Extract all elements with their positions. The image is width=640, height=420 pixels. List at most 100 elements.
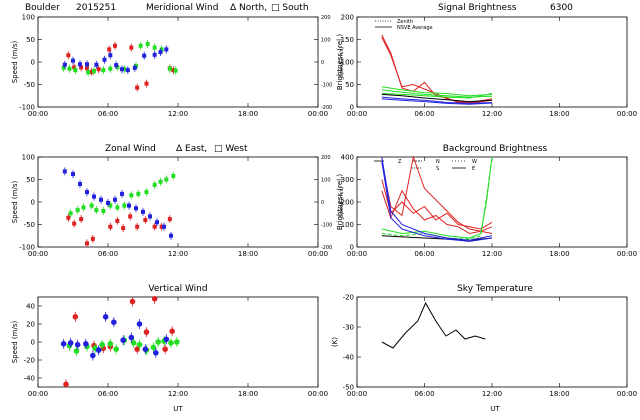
legend: Z N S W E: [374, 159, 477, 172]
data-point: [152, 224, 157, 229]
title-name: Signal Brightness: [438, 3, 517, 13]
data-point: [108, 53, 113, 58]
data-point: [115, 205, 120, 210]
data-point: [134, 206, 138, 211]
data-point: [159, 47, 164, 52]
data-point: [130, 340, 137, 346]
data-point: [167, 66, 172, 71]
title-station: Boulder: [25, 3, 60, 13]
data-point: [61, 65, 66, 70]
data-point: [120, 191, 124, 196]
data-point: [128, 334, 135, 341]
y-tick-label: -40: [24, 375, 35, 383]
x-tick-label: 12:00: [482, 250, 502, 258]
x-tick-label: 00:00: [308, 250, 328, 258]
data-point: [113, 197, 117, 202]
y-tick-label: 50: [26, 176, 35, 184]
x-tick-label: 06:00: [414, 250, 434, 258]
y-tick-label: -20: [343, 294, 354, 302]
data-point: [67, 340, 74, 346]
data-point: [107, 341, 114, 347]
data-point: [73, 68, 78, 73]
data-point: [129, 45, 134, 50]
y-tick-label: 200: [341, 199, 354, 207]
data-point: [145, 42, 150, 46]
data-point: [128, 214, 133, 219]
y2-tick-label: -100: [321, 83, 332, 89]
x-tick-label: 18:00: [238, 390, 258, 398]
legend-label-e: E: [472, 166, 475, 172]
series-line: [381, 93, 493, 99]
data-point: [92, 194, 96, 199]
data-point: [74, 341, 81, 348]
data-point: [134, 346, 140, 353]
x-axis-label: UT: [173, 405, 183, 413]
x-tick-label: 00:00: [28, 110, 48, 118]
data-point: [89, 69, 94, 74]
panel-meridional-wind: Boulder 2015251 Meridional Wind Δ North,…: [11, 3, 345, 118]
data-point: [174, 339, 180, 345]
x-tick-label: 00:00: [347, 250, 367, 258]
data-point: [125, 68, 130, 73]
y-tick-label: -30: [343, 324, 354, 332]
data-point: [162, 224, 166, 229]
data-point: [83, 341, 89, 347]
y-tick-label: 0: [31, 339, 35, 347]
x-tick-label: 06:00: [98, 250, 118, 258]
data-point: [141, 209, 145, 214]
data-point: [108, 66, 113, 71]
y-axis-label: Brightness (rel.): [336, 174, 344, 230]
data-point: [155, 220, 159, 225]
series-line: [381, 93, 493, 103]
y2-tick-label: -100: [321, 223, 332, 229]
data-point: [94, 62, 99, 67]
title-name: Meridional Wind: [146, 3, 218, 13]
data-point: [85, 190, 89, 195]
data-point: [108, 203, 113, 208]
series-line: [381, 86, 493, 97]
y-tick-label: 20: [26, 321, 35, 329]
title-north-legend: Δ North,: [230, 3, 267, 13]
y-tick-label: 0: [350, 244, 354, 252]
data-point: [78, 182, 82, 186]
data-point: [115, 218, 120, 223]
data-point: [66, 215, 71, 220]
data-point: [171, 68, 176, 73]
x-tick-label: 00:00: [617, 390, 637, 398]
y-tick-label: 100: [22, 154, 35, 162]
data-point: [173, 68, 178, 73]
title-name: Vertical Wind: [148, 284, 207, 294]
legend-label-n: N: [436, 159, 440, 165]
data-point: [114, 63, 119, 68]
data-point: [169, 233, 173, 238]
data-point: [122, 203, 127, 208]
y2-tick-label: 100: [321, 178, 331, 184]
title-name: Sky Temperature: [457, 284, 533, 294]
y-tick-label: 0: [31, 59, 35, 67]
data-point: [72, 65, 77, 70]
y-tick-label: 400: [341, 154, 354, 162]
y-tick-label: 100: [22, 14, 35, 22]
data-point: [158, 179, 163, 184]
data-point: [79, 217, 84, 222]
data-point: [67, 66, 72, 71]
x-tick-label: 12:00: [482, 390, 502, 398]
x-tick-label: 12:00: [168, 250, 188, 258]
legend: Zenith NSVE Average: [375, 19, 433, 31]
title-west-legend: □ West: [214, 144, 248, 154]
data-point: [121, 226, 126, 231]
data-point: [142, 346, 149, 353]
series-line: [381, 156, 493, 241]
y2-axis-label: Speed (m/s): [339, 47, 345, 77]
data-point: [102, 314, 109, 320]
data-point: [136, 321, 143, 327]
data-point: [72, 221, 77, 226]
data-point: [101, 68, 106, 73]
y-tick-label: -100: [19, 104, 35, 112]
data-point: [62, 62, 67, 67]
data-point: [71, 172, 75, 177]
y2-tick-label: -200: [321, 105, 332, 111]
data-point: [148, 214, 152, 219]
data-point: [169, 328, 175, 335]
